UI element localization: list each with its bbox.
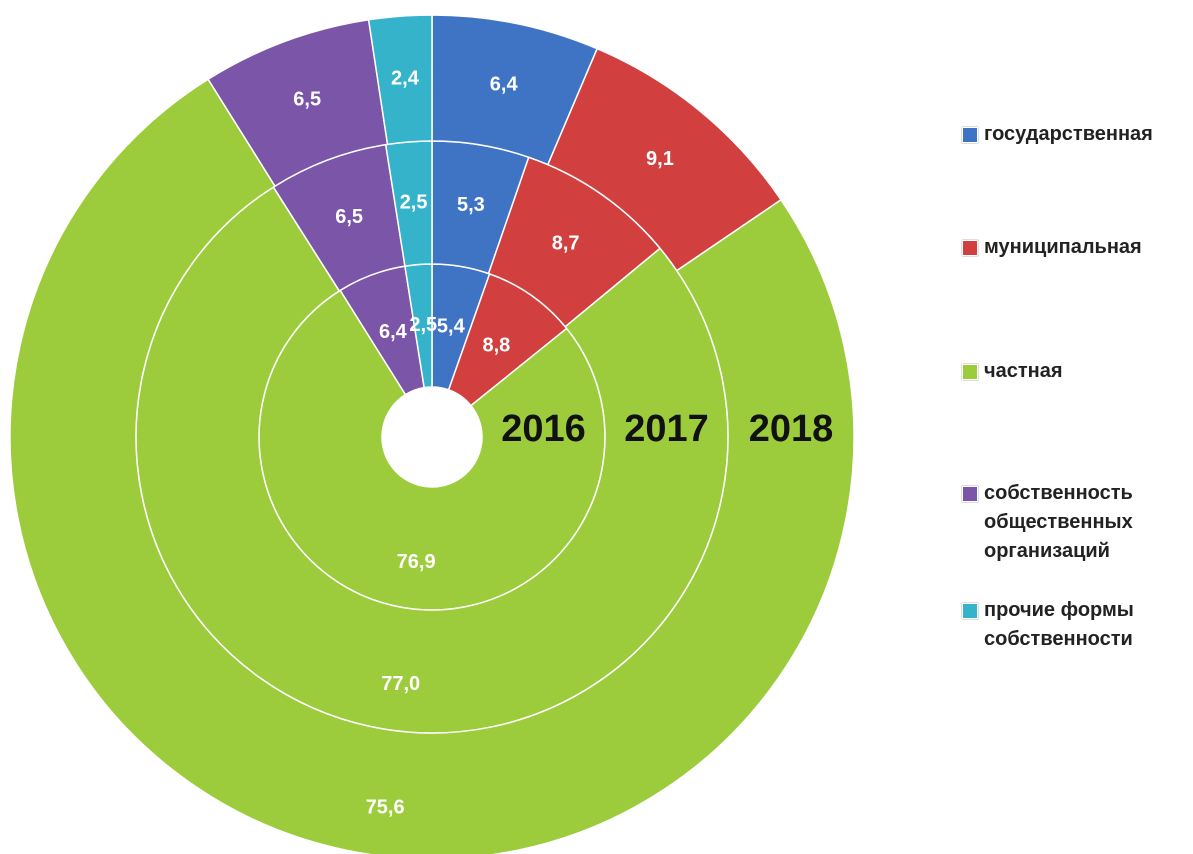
legend-item: прочие формы собственности (962, 596, 1184, 654)
data-label: 9,1 (646, 148, 674, 170)
legend-label: прочие формы собственности (984, 599, 1134, 650)
legend-swatch (962, 364, 978, 380)
legend-item: муниципальная (962, 233, 1184, 262)
legend-label: собственность общественных организаций (984, 482, 1133, 562)
legend-label: государственная (984, 123, 1153, 145)
data-label: 6,4 (490, 74, 519, 96)
data-label: 8,7 (552, 233, 580, 255)
data-label: 6,5 (335, 206, 363, 228)
data-label: 75,6 (366, 796, 405, 818)
legend-item: частная (962, 357, 1184, 386)
legend-label: частная (984, 360, 1063, 382)
ring-segment (9, 78, 855, 854)
data-label: 5,3 (457, 194, 485, 216)
legend-item: собственность общественных организаций (962, 479, 1184, 566)
data-label: 6,5 (293, 89, 321, 111)
data-label: 77,0 (381, 673, 420, 695)
legend-swatch (962, 127, 978, 143)
legend-swatch (962, 603, 978, 619)
data-label: 6,4 (379, 321, 408, 343)
legend-swatch (962, 240, 978, 256)
legend-swatch (962, 486, 978, 502)
series-label: 2017 (624, 408, 709, 450)
data-label: 2,5 (409, 314, 437, 336)
data-label: 76,9 (397, 551, 436, 573)
series-label: 2016 (501, 408, 586, 450)
series-label: 2018 (749, 408, 834, 450)
legend-item: государственная (962, 120, 1184, 149)
data-label: 2,4 (391, 67, 420, 89)
data-label: 8,8 (482, 334, 510, 356)
ring-segment (367, 14, 433, 146)
data-label: 2,5 (400, 192, 428, 214)
legend-label: муниципальная (984, 236, 1142, 258)
data-label: 5,4 (437, 315, 466, 337)
